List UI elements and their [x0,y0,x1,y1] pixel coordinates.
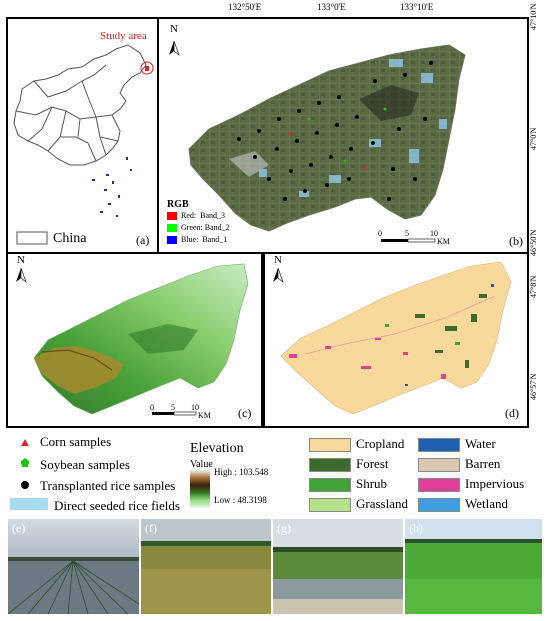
direct-seeded-label: Direct seeded rice fields [54,498,180,513]
water-label: Water [465,436,496,451]
panel-a-china-map: Study area China (a) [6,17,159,254]
photo-e-label: (e) [12,521,26,535]
scale-b-0: 0 [378,229,382,238]
elevation-low-label: Low : 48.3198 [214,495,267,505]
panel-a-label: (a) [136,233,150,247]
photo-g-field: (g) [273,519,403,614]
rgb-imagery [167,40,466,244]
panel-c-elevation-map: N 0 5 10 KM (c) [6,252,263,428]
scale-c-unit: KM [198,411,211,420]
longitude-label-3: 133°10'E [400,2,434,12]
soybean-pentagon-icon [20,458,30,467]
water-swatch [418,438,460,452]
scale-c-0: 0 [150,403,154,412]
rgb-blue-label: Blue: Band_1 [181,235,228,244]
elevation-high-label: High : 103.548 [214,467,269,477]
impervious-label: Impervious [465,476,525,491]
barren-label: Barren [465,456,501,471]
shrub-swatch [309,478,351,492]
scale-b-5: 5 [405,229,409,238]
latitude-label-d1: 47°8'N [529,275,538,298]
forest-label: Forest [356,456,389,471]
longitude-label-1: 132°50'E [228,2,262,12]
wetland-swatch [418,498,460,512]
north-arrow-d-shape [273,267,284,283]
landcover-map [273,261,512,415]
direct-seeded-swatch [10,498,48,510]
latitude-label-b3: 46°50'N [529,229,538,256]
rgb-green-swatch [167,224,177,232]
rgb-green-label: Green: Band_2 [181,223,230,232]
panel-b-rgb-map: N RGB Red: Band_3 Green: Band_2 Blue: Ba… [157,17,529,254]
china-legend-swatch [16,231,48,245]
photo-f-direct-seeded: (f) [141,519,271,614]
corn-samples-label: Corn samples [40,434,112,449]
rice-circle-icon [21,481,29,489]
rgb-red-label: Red: Band_3 [181,211,225,220]
scale-b-10: 10 [430,229,438,238]
panel-c-label: (c) [238,406,252,420]
elevation-colorbar [190,470,210,508]
study-area-label: Study area [100,30,147,42]
north-arrow-c-shape [16,267,27,283]
rgb-red-swatch [167,212,177,220]
north-label-d: N [274,254,282,266]
north-arrow-b-shape [169,40,180,56]
scale-bar-b [381,238,436,243]
china-outline-map [13,44,154,245]
rice-sample-points [237,61,433,201]
elevation-map [16,263,249,416]
corn-triangle-icon [21,439,29,446]
panel-d-landcover-map: N (d) [263,252,529,428]
latitude-label-d2: 46°57'N [529,373,538,400]
scale-b-unit: KM [437,237,450,246]
north-label-b: N [170,23,178,35]
longitude-label-2: 133°0'E [317,2,346,12]
wetland-label: Wetland [465,496,508,511]
scale-c-10: 10 [191,403,199,412]
study-area-marker [145,66,149,71]
sample-legend-symbols [10,439,48,510]
china-legend-label: China [53,231,87,246]
scale-c-5: 5 [171,403,175,412]
latitude-label-b1: 47°10'N [529,3,538,30]
elevation-value-label: Value [190,459,213,470]
forest-swatch [309,458,351,472]
photo-e-transplanted-rice: (e) [8,519,139,614]
cropland-label: Cropland [356,436,405,451]
panel-b-label: (b) [509,234,523,248]
rgb-blue-swatch [167,236,177,244]
cropland-swatch [309,438,351,452]
shrub-label: Shrub [356,476,388,491]
grassland-swatch [309,498,351,512]
soybean-samples-label: Soybean samples [40,457,130,472]
impervious-swatch [418,478,460,492]
north-label-c: N [17,254,25,266]
grassland-label: Grassland [356,496,408,511]
photo-h-label: (h) [409,521,423,535]
rgb-title: RGB [167,199,189,210]
photo-f-label: (f) [145,521,157,535]
panel-d-label: (d) [505,406,519,420]
barren-swatch [418,458,460,472]
scale-bar-c [152,411,197,416]
latitude-label-b2: 47°0'N [529,127,538,150]
rice-samples-label: Transplanted rice samples [40,478,176,493]
photo-h-green-field: (h) [405,519,542,614]
photo-g-label: (g) [277,521,291,535]
elevation-title: Elevation [190,441,244,456]
